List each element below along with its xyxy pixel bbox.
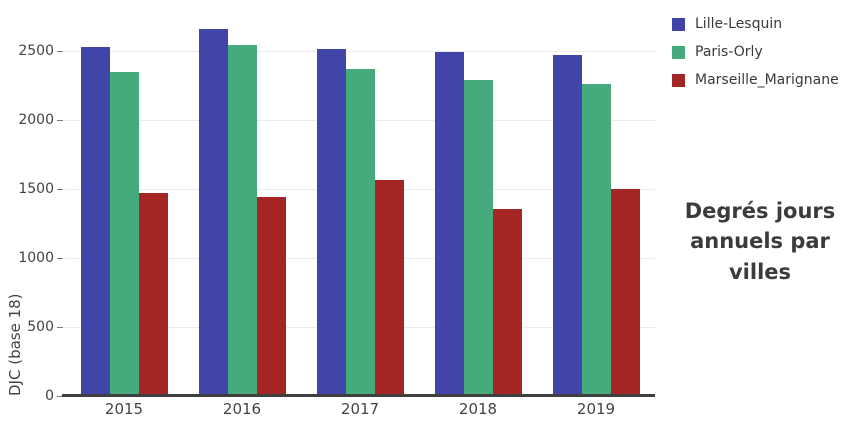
bar-lille-lesquin-2019[interactable] [552,54,582,396]
legend-item-marseille_marignane[interactable]: Marseille_Marignane [672,70,839,90]
legend-item-paris-orly[interactable]: Paris-Orly [672,42,839,62]
bar-lille-lesquin-2017[interactable] [316,49,346,396]
y-tick-mark [57,119,63,121]
legend-label: Lille-Lesquin [695,16,783,32]
bar-marseille_marignane-2017[interactable] [374,180,404,396]
bar-paris-orly-2017[interactable] [345,69,375,396]
bar-group-2018 [419,10,537,396]
y-axis: 0 500 1000 1500 2000 2500 [0,10,64,404]
bar-lille-lesquin-2018[interactable] [434,52,464,396]
x-tick-label-2015: 2015 [104,400,144,418]
legend-swatch-icon [672,45,685,59]
y-tick-label: 2500 [18,43,54,60]
bar-paris-orly-2015[interactable] [109,72,139,396]
legend-swatch-icon [672,17,685,31]
bar-paris-orly-2019[interactable] [581,84,611,396]
bar-group-2015 [65,10,183,396]
legend: Lille-Lesquin Paris-Orly Marseille_Marigna… [672,14,839,98]
bar-paris-orly-2016[interactable] [227,45,257,396]
y-tick-mark [57,188,63,190]
x-axis-line [62,394,655,397]
y-tick-mark [57,326,63,328]
plot-area [65,10,655,396]
bar-marseille_marignane-2015[interactable] [138,193,168,396]
bar-group-2017 [301,10,419,396]
bar-marseille_marignane-2016[interactable] [256,196,286,396]
bar-group-2016 [183,10,301,396]
x-tick-label-2017: 2017 [340,400,380,418]
legend-label: Marseille_Marignane [695,72,839,88]
bar-lille-lesquin-2016[interactable] [198,29,228,396]
y-tick-label: 2000 [18,112,54,129]
bar-paris-orly-2018[interactable] [463,79,493,396]
bar-marseille_marignane-2018[interactable] [492,209,522,396]
gridline [65,50,655,52]
chart-title: Degrés jours annuels par villes [684,199,836,284]
y-tick-label: 0 [45,388,54,404]
legend-item-lille-lesquin[interactable]: Lille-Lesquin [672,14,839,34]
legend-label: Paris-Orly [695,44,763,60]
y-tick-label: 1500 [18,181,54,198]
x-tick-label-2016: 2016 [222,400,262,418]
legend-swatch-icon [672,73,685,87]
x-axis-labels: 2015 2016 2017 2018 2019 [65,400,655,418]
y-tick-mark [57,50,63,52]
y-tick-mark [57,395,63,397]
x-tick-label-2019: 2019 [576,400,616,418]
y-tick-label: 500 [27,319,54,336]
y-tick-label: 1000 [18,250,54,267]
bar-group-2019 [537,10,655,396]
bar-marseille_marignane-2019[interactable] [610,189,640,396]
x-tick-label-2018: 2018 [458,400,498,418]
y-tick-mark [57,257,63,259]
bar-lille-lesquin-2015[interactable] [80,47,110,396]
bar-groups [65,10,655,396]
